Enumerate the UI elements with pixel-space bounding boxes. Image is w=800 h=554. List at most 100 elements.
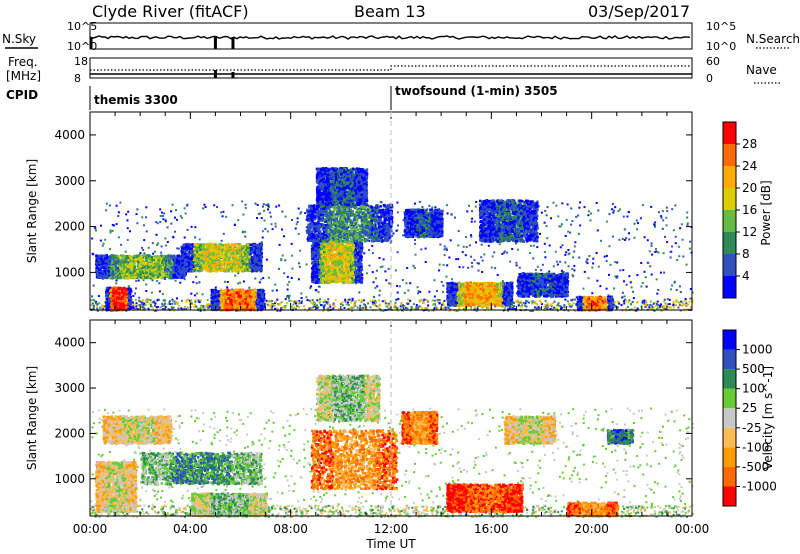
region-0-cell — [179, 269, 182, 273]
near-range-cell — [663, 298, 666, 301]
region-1-cell — [127, 288, 130, 291]
speckle — [170, 222, 173, 225]
speckle — [180, 216, 183, 219]
speckle — [650, 242, 653, 245]
region-1-cell — [119, 301, 122, 304]
region-1-cell — [105, 286, 109, 290]
near-range-cell — [519, 305, 522, 308]
region-0-cell — [147, 276, 151, 280]
region-0-cell — [123, 261, 126, 265]
near-range-cell — [624, 298, 627, 301]
speckle — [162, 218, 165, 221]
near-range-cell — [277, 303, 280, 305]
near-range-cell — [405, 307, 407, 309]
near-range-cell — [424, 307, 427, 310]
region-2-cell — [198, 253, 201, 257]
near-range-cell — [209, 307, 212, 310]
near-range-cell — [613, 301, 616, 304]
speckle — [105, 209, 108, 212]
speckle — [674, 204, 677, 207]
speckle — [442, 291, 444, 294]
speckle — [673, 281, 676, 284]
speckle — [421, 206, 424, 208]
speckle — [93, 226, 96, 229]
near-range-cell — [94, 300, 97, 303]
speckle — [586, 262, 589, 265]
region-0-cell — [108, 258, 111, 262]
region-0-cell — [113, 260, 116, 264]
near-range-cell — [374, 303, 376, 306]
speckle — [154, 250, 156, 253]
region-0-cell — [105, 256, 109, 259]
region-0-cell — [147, 254, 150, 258]
speckle — [261, 230, 264, 233]
speckle — [565, 218, 568, 221]
region-0-cell — [171, 271, 175, 274]
speckle — [450, 213, 453, 216]
region-0-cell — [147, 263, 151, 266]
speckle — [556, 263, 559, 266]
near-range-cell — [344, 300, 347, 303]
near-range-cell — [288, 299, 291, 302]
speckle — [648, 250, 651, 253]
speckle — [468, 244, 471, 247]
region-0-cell — [112, 269, 115, 272]
speckle — [545, 225, 548, 228]
nave-tick-top: 60 — [706, 55, 720, 68]
speckle — [201, 293, 204, 296]
speckle — [622, 269, 625, 272]
region-0-cell — [108, 276, 112, 280]
near-range-cell — [161, 305, 164, 307]
near-range-cell — [576, 303, 579, 306]
speckle — [327, 298, 330, 301]
region-0-cell — [126, 259, 130, 263]
speckle — [127, 210, 130, 213]
speckle — [198, 238, 201, 241]
region-0-cell — [127, 273, 131, 276]
region-0-cell — [145, 271, 148, 275]
speckle — [160, 245, 163, 248]
near-range-cell — [384, 302, 387, 305]
region-0-cell — [154, 268, 157, 271]
speckle — [117, 211, 120, 214]
near-range-cell — [359, 306, 361, 309]
region-2-cell — [255, 265, 259, 269]
speckle — [471, 217, 474, 220]
near-range-cell — [685, 308, 688, 311]
speckle — [221, 215, 224, 218]
speckle — [509, 260, 512, 263]
speckle — [396, 291, 399, 294]
speckle — [156, 243, 159, 246]
near-range-cell — [190, 302, 193, 305]
speckle — [516, 248, 519, 251]
region-0-cell — [130, 262, 134, 265]
speckle — [159, 208, 162, 211]
region-0-cell — [100, 273, 103, 277]
speckle — [190, 225, 193, 228]
region-0-cell — [137, 260, 140, 264]
speckle — [498, 243, 501, 246]
near-range-cell — [672, 301, 675, 304]
speckle — [487, 244, 490, 247]
region-1-cell — [121, 300, 125, 303]
near-range-cell — [394, 301, 397, 304]
region-0-cell — [123, 255, 127, 258]
speckle — [628, 238, 631, 241]
near-range-cell — [148, 302, 151, 305]
region-2-cell — [206, 248, 210, 252]
speckle — [680, 223, 683, 226]
speckle — [129, 230, 131, 233]
speckle — [671, 245, 673, 248]
speckle — [184, 212, 187, 215]
region-2-cell — [220, 266, 224, 270]
near-range-cell — [531, 302, 534, 305]
near-range-cell — [369, 300, 372, 302]
speckle — [281, 254, 284, 257]
speckle — [97, 295, 100, 298]
speckle — [586, 258, 589, 261]
nave-label: Nave — [746, 63, 777, 77]
region-2-cell — [197, 251, 200, 254]
speckle — [161, 211, 163, 214]
speckle — [297, 233, 300, 235]
region-2-cell — [188, 256, 191, 259]
